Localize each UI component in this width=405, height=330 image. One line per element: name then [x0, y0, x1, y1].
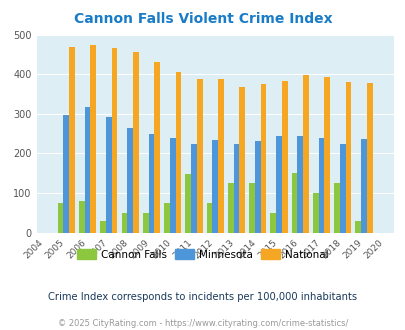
Bar	[58, 203, 63, 233]
Bar	[90, 45, 96, 233]
Legend: Cannon Falls, Minnesota, National: Cannon Falls, Minnesota, National	[72, 245, 333, 264]
Bar	[270, 213, 275, 233]
Bar	[121, 213, 127, 233]
Bar	[127, 128, 133, 233]
Text: Cannon Falls Violent Crime Index: Cannon Falls Violent Crime Index	[73, 12, 332, 25]
Bar	[63, 115, 69, 233]
Bar	[106, 117, 111, 233]
Bar	[260, 84, 266, 233]
Bar	[281, 81, 287, 233]
Text: © 2025 CityRating.com - https://www.cityrating.com/crime-statistics/: © 2025 CityRating.com - https://www.city…	[58, 319, 347, 328]
Bar	[148, 134, 154, 233]
Bar	[164, 203, 169, 233]
Bar	[239, 87, 245, 233]
Bar	[254, 141, 260, 233]
Bar	[100, 221, 106, 233]
Bar	[85, 107, 90, 233]
Bar	[185, 175, 191, 233]
Bar	[217, 80, 223, 233]
Bar	[249, 183, 254, 233]
Bar	[324, 77, 329, 233]
Bar	[169, 138, 175, 233]
Bar	[291, 173, 296, 233]
Bar	[227, 183, 233, 233]
Bar	[303, 76, 308, 233]
Bar	[143, 213, 148, 233]
Bar	[233, 144, 239, 233]
Bar	[339, 144, 345, 233]
Bar	[366, 82, 372, 233]
Bar	[111, 48, 117, 233]
Text: Crime Index corresponds to incidents per 100,000 inhabitants: Crime Index corresponds to incidents per…	[48, 292, 357, 302]
Bar	[175, 72, 181, 233]
Bar	[154, 62, 160, 233]
Bar	[275, 136, 281, 233]
Bar	[296, 136, 303, 233]
Bar	[360, 139, 366, 233]
Bar	[196, 79, 202, 233]
Bar	[206, 203, 212, 233]
Bar	[345, 82, 350, 233]
Bar	[333, 183, 339, 233]
Bar	[312, 193, 318, 233]
Bar	[318, 138, 324, 233]
Bar	[79, 201, 85, 233]
Bar	[133, 52, 139, 233]
Bar	[191, 144, 196, 233]
Bar	[354, 221, 360, 233]
Bar	[69, 47, 75, 233]
Bar	[212, 140, 217, 233]
